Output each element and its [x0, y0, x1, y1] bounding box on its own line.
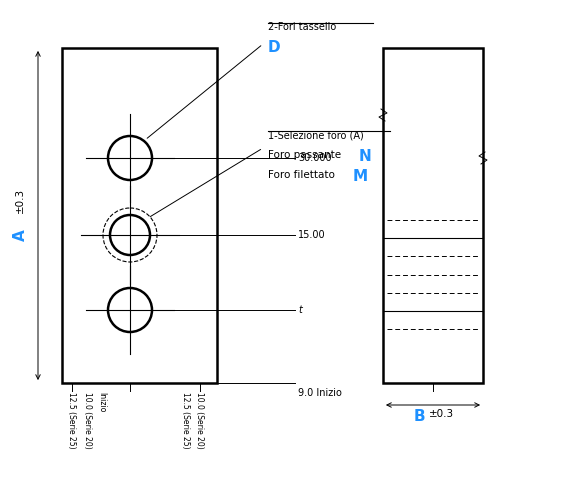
Text: 12.5 (Serie 25): 12.5 (Serie 25) — [67, 392, 76, 448]
Text: 12.5 (Serie 25): 12.5 (Serie 25) — [180, 392, 189, 448]
Text: 15.00: 15.00 — [298, 230, 325, 240]
Text: A: A — [12, 229, 28, 241]
Text: 30.000: 30.000 — [298, 153, 332, 163]
Text: D: D — [268, 40, 280, 55]
Text: 9.0 Inizio: 9.0 Inizio — [298, 388, 342, 398]
Text: M: M — [353, 169, 368, 184]
Text: 10.0 (Serie 20): 10.0 (Serie 20) — [196, 392, 205, 449]
Text: ±0.3: ±0.3 — [429, 409, 454, 419]
Text: N: N — [359, 149, 371, 164]
Text: B: B — [414, 409, 425, 424]
Text: Foro filettato: Foro filettato — [268, 170, 335, 180]
Text: 2-Fori tassello: 2-Fori tassello — [268, 22, 336, 32]
Text: t: t — [298, 305, 302, 315]
Text: Inizio: Inizio — [97, 392, 107, 412]
Bar — [62, 48, 217, 383]
Text: Foro passante: Foro passante — [268, 150, 341, 160]
Bar — [383, 48, 483, 383]
Text: 10.0 (Serie 20): 10.0 (Serie 20) — [83, 392, 92, 449]
Text: ±0.3: ±0.3 — [15, 188, 25, 212]
Text: 1-Selezione foro (A): 1-Selezione foro (A) — [268, 130, 364, 140]
